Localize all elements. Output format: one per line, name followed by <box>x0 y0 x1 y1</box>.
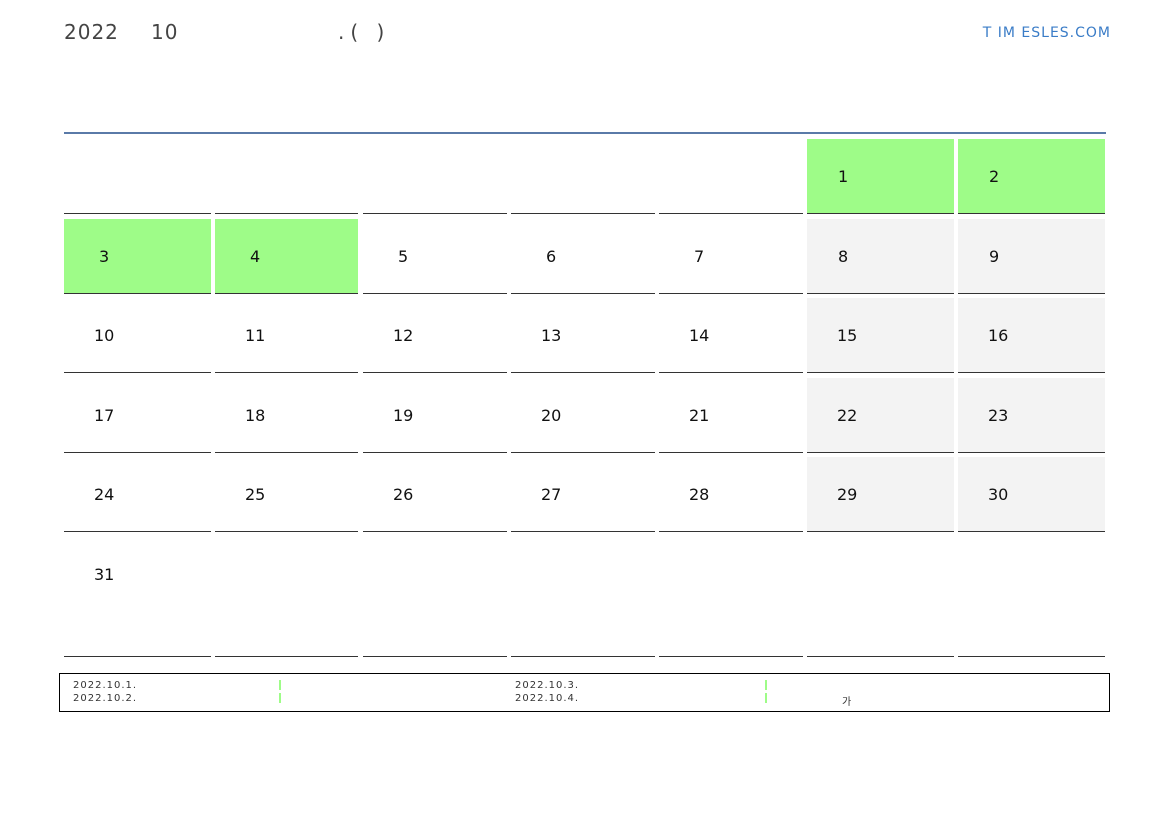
day-cell: 28 <box>659 457 803 532</box>
empty-cell <box>659 139 803 214</box>
day-cell: 1 <box>807 139 954 214</box>
empty-cell <box>958 537 1105 657</box>
day-cell: 27 <box>511 457 655 532</box>
day-number: 22 <box>837 406 858 425</box>
day-cell: 11 <box>215 298 358 373</box>
day-cell: 15 <box>807 298 954 373</box>
brand-link[interactable]: T IM ESLES.COM <box>982 25 1111 41</box>
empty-cell <box>511 537 655 657</box>
empty-cell <box>215 139 358 214</box>
day-cell: 4 <box>215 219 358 294</box>
day-number: 18 <box>245 406 266 425</box>
day-number: 7 <box>694 247 705 266</box>
legend-marker <box>279 693 281 703</box>
legend-note: 가 <box>842 697 853 708</box>
day-cell: 16 <box>958 298 1105 373</box>
legend-item: 2022.10.3. <box>515 680 580 691</box>
day-cell: 31 <box>64 537 211 657</box>
day-number: 4 <box>250 247 261 266</box>
day-cell: 13 <box>511 298 655 373</box>
day-number: 29 <box>837 485 858 504</box>
day-cell: 22 <box>807 378 954 453</box>
day-number: 31 <box>94 565 115 584</box>
empty-cell <box>215 537 358 657</box>
day-number: 28 <box>689 485 710 504</box>
day-number: 13 <box>541 326 562 345</box>
day-cell: 9 <box>958 219 1105 294</box>
day-cell: 10 <box>64 298 211 373</box>
empty-cell <box>511 139 655 214</box>
day-number: 6 <box>546 247 557 266</box>
day-cell: 19 <box>363 378 507 453</box>
day-cell: 25 <box>215 457 358 532</box>
empty-cell <box>363 139 507 214</box>
day-number: 15 <box>837 326 858 345</box>
day-number: 21 <box>689 406 710 425</box>
day-number: 12 <box>393 326 414 345</box>
day-cell: 21 <box>659 378 803 453</box>
day-number: 16 <box>988 326 1009 345</box>
legend-marker <box>765 693 767 703</box>
day-number: 10 <box>94 326 115 345</box>
day-cell: 24 <box>64 457 211 532</box>
day-cell: 12 <box>363 298 507 373</box>
day-cell: 26 <box>363 457 507 532</box>
year-title: 2022 <box>64 20 119 44</box>
day-cell: 8 <box>807 219 954 294</box>
day-cell: 17 <box>64 378 211 453</box>
day-cell: 23 <box>958 378 1105 453</box>
day-cell: 30 <box>958 457 1105 532</box>
day-cell: 18 <box>215 378 358 453</box>
legend-item: 2022.10.4. <box>515 693 580 704</box>
day-cell: 5 <box>363 219 507 294</box>
day-number: 5 <box>398 247 409 266</box>
month-title: 10 <box>151 20 179 44</box>
day-number: 26 <box>393 485 414 504</box>
day-number: 20 <box>541 406 562 425</box>
day-number: 1 <box>838 167 849 186</box>
legend-marker <box>765 680 767 690</box>
day-number: 14 <box>689 326 710 345</box>
day-number: 11 <box>245 326 266 345</box>
day-number: 19 <box>393 406 414 425</box>
day-number: 17 <box>94 406 115 425</box>
day-number: 27 <box>541 485 562 504</box>
empty-cell <box>64 139 211 214</box>
day-cell: 7 <box>659 219 803 294</box>
day-cell: 14 <box>659 298 803 373</box>
day-cell: 3 <box>64 219 211 294</box>
empty-cell <box>659 537 803 657</box>
day-number: 2 <box>989 167 1000 186</box>
day-number: 3 <box>99 247 110 266</box>
empty-cell <box>807 537 954 657</box>
day-number: 30 <box>988 485 1009 504</box>
header-rule <box>64 132 1106 134</box>
empty-cell <box>363 537 507 657</box>
day-number: 24 <box>94 485 115 504</box>
legend-item: 2022.10.1. <box>73 680 138 691</box>
holiday-legend: 2022.10.1. 2022.10.2. 2022.10.3. 2022.10… <box>59 673 1110 712</box>
legend-marker <box>279 680 281 690</box>
day-number: 8 <box>838 247 849 266</box>
legend-item: 2022.10.2. <box>73 693 138 704</box>
day-number: 9 <box>989 247 1000 266</box>
day-number: 25 <box>245 485 266 504</box>
day-cell: 2 <box>958 139 1105 214</box>
day-cell: 6 <box>511 219 655 294</box>
day-cell: 20 <box>511 378 655 453</box>
day-number: 23 <box>988 406 1009 425</box>
title-suffix: .( ) <box>338 20 391 44</box>
day-cell: 29 <box>807 457 954 532</box>
